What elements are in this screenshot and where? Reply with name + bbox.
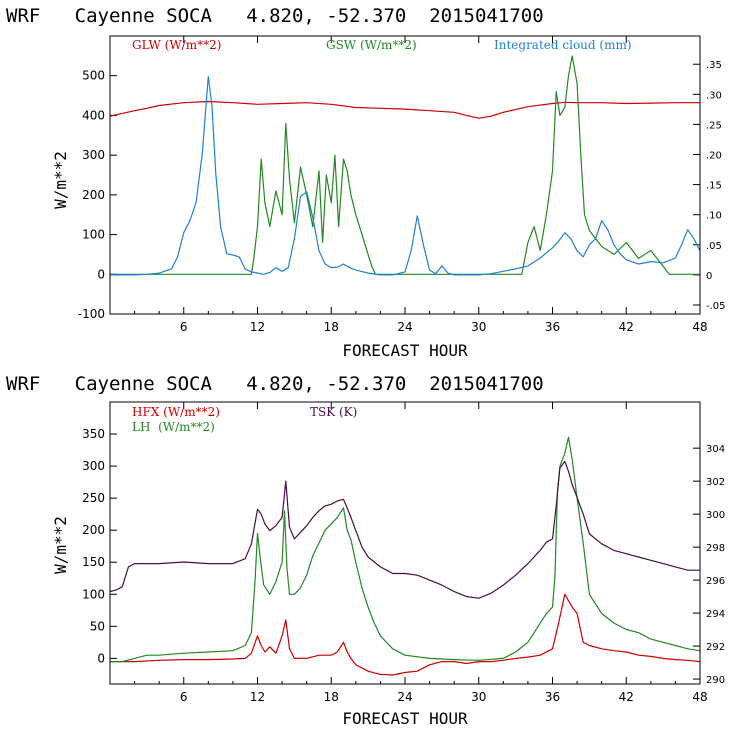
bottom-y2tick-label: 304 (706, 444, 725, 455)
top-chart-title: WRF Cayenne SOCA 4.820, -52.370 20150417… (6, 5, 544, 27)
top-y2tick-label: .10 (706, 211, 722, 222)
top-y2tick-label: 0 (706, 271, 712, 282)
top-series-glw-line (109, 100, 700, 119)
bottom-y2tick-label: 302 (706, 477, 725, 488)
top-ytick-label: 300 (82, 148, 105, 162)
bottom-legend-hfx: HFX (W/m**2) (132, 405, 220, 419)
top-ytick-label: 400 (82, 108, 105, 122)
bottom-y2tick-label: 300 (706, 510, 725, 521)
bottom-ytick-label: 150 (82, 555, 105, 569)
bottom-xtick-label: 18 (324, 690, 339, 704)
top-xtick-label: 12 (250, 320, 265, 334)
top-y2tick-label: .25 (706, 120, 722, 131)
top-ytick-label: 200 (82, 188, 105, 202)
top-y2tick-label: .30 (706, 90, 722, 101)
top-ytick-label: 0 (97, 267, 105, 281)
bottom-series-hfx-line (110, 593, 701, 676)
bottom-series-lh-line (110, 436, 701, 663)
top-ytick-label: -100 (78, 307, 105, 321)
top-y2tick-label: .15 (706, 181, 722, 192)
bottom-xtick-label: 42 (619, 690, 634, 704)
bottom-y2tick-label: 294 (706, 609, 725, 620)
top-xlabel: FORECAST HOUR (342, 341, 468, 360)
top-xtick-label: 24 (397, 320, 412, 334)
bottom-xtick-label: 6 (180, 690, 188, 704)
top-ytick-label: 500 (82, 69, 105, 83)
top-y2tick-label: .20 (706, 151, 722, 162)
bottom-ytick-label: 300 (82, 459, 105, 473)
bottom-xlabel: FORECAST HOUR (342, 709, 468, 728)
top-xtick-label: 36 (545, 320, 560, 334)
bottom-legend-tsk: TSK (K) (310, 405, 357, 419)
top-axes: 6 12 18 24 30 36 42 48 -100 0 100 200 300 400 500 -.05 0… (78, 36, 726, 334)
top-y2tick-label: -.05 (706, 301, 726, 312)
top-y2tick-label: .05 (706, 241, 722, 252)
bottom-series-group (109, 436, 701, 676)
bottom-ytick-label: 100 (82, 587, 105, 601)
bottom-ytick-label: 350 (82, 427, 105, 441)
panel-bottom: WRF Cayenne SOCA 4.820, -52.370 20150417… (6, 373, 725, 728)
bottom-ytick-label: 200 (82, 523, 105, 537)
top-xtick-label: 18 (324, 320, 339, 334)
bottom-ytick-label: 250 (82, 491, 105, 505)
bottom-ytick-label: 0 (97, 651, 105, 665)
bottom-y2tick-label: 298 (706, 543, 725, 554)
bottom-series-tsk-line (109, 460, 700, 599)
bottom-xtick-label: 12 (250, 690, 265, 704)
top-series-integrated-line (110, 75, 701, 276)
bottom-xtick-label: 36 (545, 690, 560, 704)
top-ylabel: W/m**2 (51, 151, 70, 209)
bottom-xtick-label: 30 (471, 690, 486, 704)
top-ytick-label: 100 (82, 228, 105, 242)
bottom-ytick-label: 50 (90, 619, 105, 633)
bottom-legend-lh: LH (W/m**2) (132, 420, 215, 434)
bottom-xtick-label: 48 (692, 690, 707, 704)
bottom-xtick-label: 24 (397, 690, 412, 704)
top-series-group (109, 55, 701, 276)
top-legend-gsw: GSW (W/m**2) (326, 38, 417, 52)
top-legend-glw: GLW (W/m**2) (132, 38, 221, 52)
bottom-axes: 6 12 18 24 30 36 42 48 0 50 100 150 200 250 300 350 290 2… (82, 402, 725, 704)
bottom-y2tick-label: 290 (706, 675, 725, 686)
top-y2tick-label: .35 (706, 60, 722, 71)
panel-top: WRF Cayenne SOCA 4.820, -52.370 20150417… (6, 5, 726, 360)
bottom-y2tick-label: 296 (706, 576, 725, 587)
bottom-ylabel: W/m**2 (51, 516, 70, 574)
top-xtick-label: 48 (692, 320, 707, 334)
bottom-y2tick-label: 292 (706, 642, 725, 653)
top-xtick-label: 42 (619, 320, 634, 334)
bottom-plot-frame (109, 401, 701, 685)
bottom-chart-title: WRF Cayenne SOCA 4.820, -52.370 20150417… (6, 373, 544, 395)
top-series-gsw-line (110, 55, 700, 275)
top-xtick-label: 6 (180, 320, 188, 334)
top-plot-frame (109, 35, 701, 315)
top-xtick-label: 30 (471, 320, 486, 334)
top-legend-cloud: Integrated cloud (mm) (494, 38, 632, 52)
